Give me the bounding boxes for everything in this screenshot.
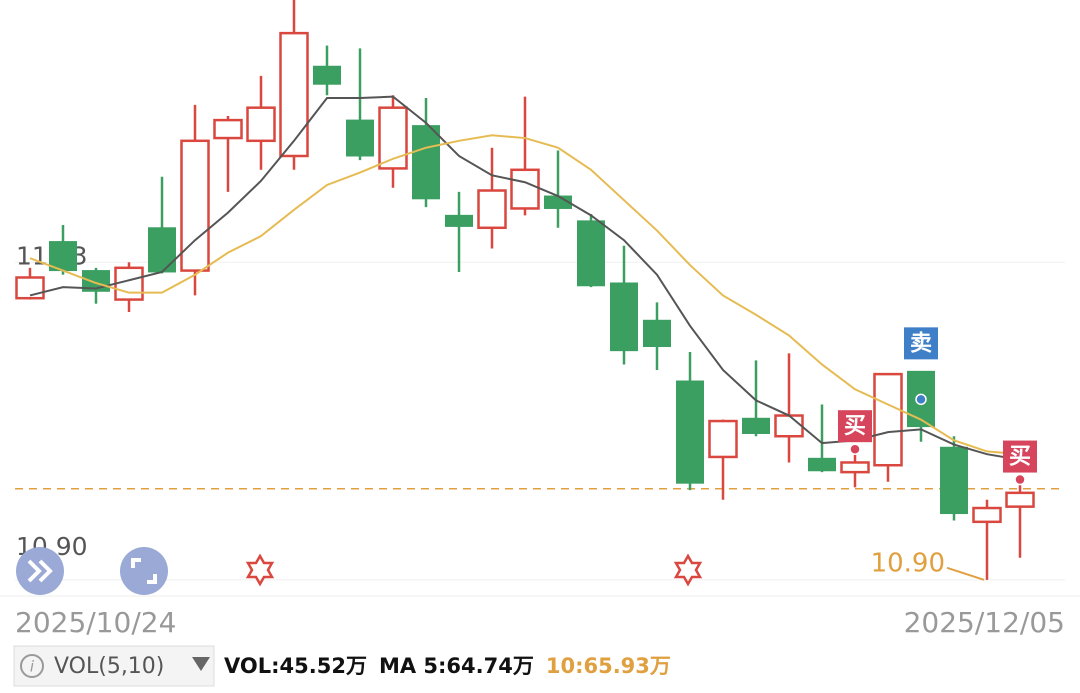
fullscreen-button[interactable] xyxy=(120,547,168,595)
ma-line xyxy=(29,134,1021,456)
candle-body xyxy=(708,419,738,459)
expand-button[interactable] xyxy=(16,547,64,595)
candle-body xyxy=(246,106,276,143)
x-tick-label: 2025/10/24 xyxy=(15,606,176,639)
candle-body xyxy=(114,266,144,301)
candle-body xyxy=(840,461,870,474)
candle-body xyxy=(378,106,408,170)
candle-body xyxy=(873,372,903,467)
signal-label: 卖 xyxy=(910,330,932,356)
x-tick-label: 2025/12/05 xyxy=(904,606,1065,639)
candle-body xyxy=(742,417,770,434)
signal-dot xyxy=(1014,473,1026,486)
candle-body xyxy=(972,506,1002,524)
candle-body xyxy=(213,118,243,140)
signal-dot xyxy=(849,443,861,455)
candle-body xyxy=(510,168,540,210)
signal-badge xyxy=(904,327,938,360)
candle-body xyxy=(346,119,374,157)
candle-body xyxy=(676,380,704,484)
candle-body xyxy=(610,282,638,352)
candle-body xyxy=(808,457,836,472)
annotation-leader xyxy=(946,566,985,581)
indicator-stat: MA 5:64.74万 xyxy=(379,654,534,678)
candle-body xyxy=(445,214,473,227)
candle-body xyxy=(940,446,968,515)
signal-label: 买 xyxy=(1009,445,1031,470)
indicator-selector[interactable]: i VOL(5,10) xyxy=(13,645,215,687)
signal-badge xyxy=(1003,440,1037,473)
candle-body xyxy=(313,65,341,85)
candle-body xyxy=(148,227,176,273)
indicator-stat: 10:65.93万 xyxy=(546,654,671,678)
signal-dot xyxy=(915,393,927,406)
signal-badge xyxy=(838,410,872,443)
candle-body xyxy=(1005,491,1035,508)
candle-body xyxy=(49,241,77,272)
low-annotation: 10.90 xyxy=(871,548,945,578)
candle-body xyxy=(180,139,210,272)
event-icon[interactable] xyxy=(245,553,275,587)
svg-text:i: i xyxy=(30,658,35,676)
indicator-stat: VOL:45.52万 xyxy=(224,654,367,678)
candle-body xyxy=(577,220,605,287)
candle-body xyxy=(477,189,507,230)
candle-body xyxy=(279,31,309,158)
candle-body xyxy=(412,125,440,200)
signal-label: 买 xyxy=(844,414,866,439)
candle-body xyxy=(774,414,804,438)
candle-body xyxy=(643,319,671,348)
indicator-label: VOL(5,10) xyxy=(54,654,164,679)
event-icon[interactable] xyxy=(673,553,703,587)
